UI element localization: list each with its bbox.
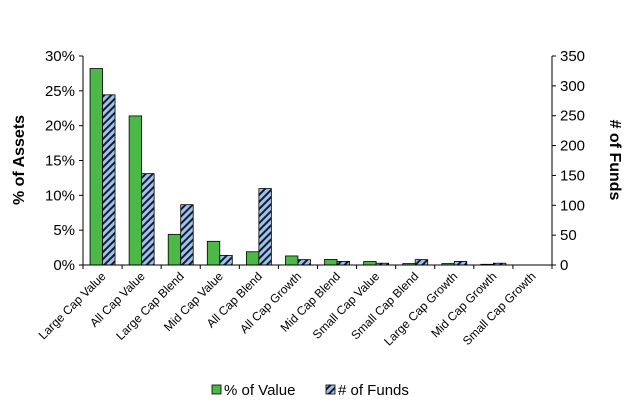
left-tick-label: 20% bbox=[45, 118, 75, 135]
right-tick-label: 0 bbox=[560, 257, 568, 274]
left-axis-title: % of Assets bbox=[11, 115, 28, 205]
bar-funds bbox=[141, 173, 155, 266]
right-tick-label: 200 bbox=[560, 138, 585, 155]
left-tick-label: 10% bbox=[45, 187, 75, 204]
left-axis-ticks: 0% 5% 10% 15% 20% 25% 30% bbox=[45, 48, 83, 274]
category-label: Large Cap Growth bbox=[381, 269, 460, 348]
bar-funds bbox=[180, 204, 194, 266]
bar-value bbox=[245, 251, 260, 266]
right-tick-label: 300 bbox=[560, 78, 585, 95]
right-axis-title: # of Funds bbox=[606, 120, 623, 201]
left-tick-label: 5% bbox=[53, 222, 75, 239]
right-tick-label: 50 bbox=[560, 227, 577, 244]
right-tick-label: 150 bbox=[560, 167, 585, 184]
bar-value bbox=[167, 233, 182, 266]
legend-swatch-value bbox=[211, 384, 222, 395]
right-tick-label: 100 bbox=[560, 197, 585, 214]
bar-value bbox=[324, 259, 338, 266]
legend-label-funds: # of Funds bbox=[338, 382, 409, 399]
category-label: Large Cap Blend bbox=[113, 269, 187, 343]
category-label: Large Cap Value bbox=[36, 269, 109, 342]
bar-value bbox=[206, 240, 221, 266]
category-label: Small Cap Growth bbox=[460, 269, 539, 348]
left-tick-label: 15% bbox=[45, 153, 75, 170]
bar-funds bbox=[414, 259, 429, 266]
legend-label-value: % of Value bbox=[224, 382, 295, 399]
axes bbox=[82, 56, 553, 269]
right-tick-label: 250 bbox=[560, 108, 585, 125]
bar-value bbox=[128, 115, 143, 266]
left-tick-label: 0% bbox=[53, 257, 75, 274]
bars bbox=[89, 68, 507, 266]
legend: % of Value # of Funds bbox=[211, 382, 409, 399]
bar-value bbox=[285, 255, 299, 266]
bar-funds bbox=[297, 259, 311, 266]
left-tick-label: 30% bbox=[45, 48, 75, 65]
category-label: Small Cap Blend bbox=[348, 269, 421, 342]
bar-funds bbox=[102, 94, 116, 266]
right-tick-label: 350 bbox=[560, 48, 585, 65]
right-axis-ticks: 0 50 100 150 200 250 300 350 bbox=[552, 48, 585, 274]
bar-value bbox=[89, 68, 103, 266]
bar-funds bbox=[336, 261, 350, 266]
bar-funds bbox=[258, 188, 272, 266]
bar-funds bbox=[219, 255, 233, 266]
bar-value bbox=[363, 261, 377, 266]
bar-funds bbox=[453, 261, 468, 266]
left-tick-label: 25% bbox=[45, 83, 75, 100]
category-label: Small Cap Value bbox=[310, 269, 383, 342]
legend-swatch-funds bbox=[325, 384, 336, 395]
